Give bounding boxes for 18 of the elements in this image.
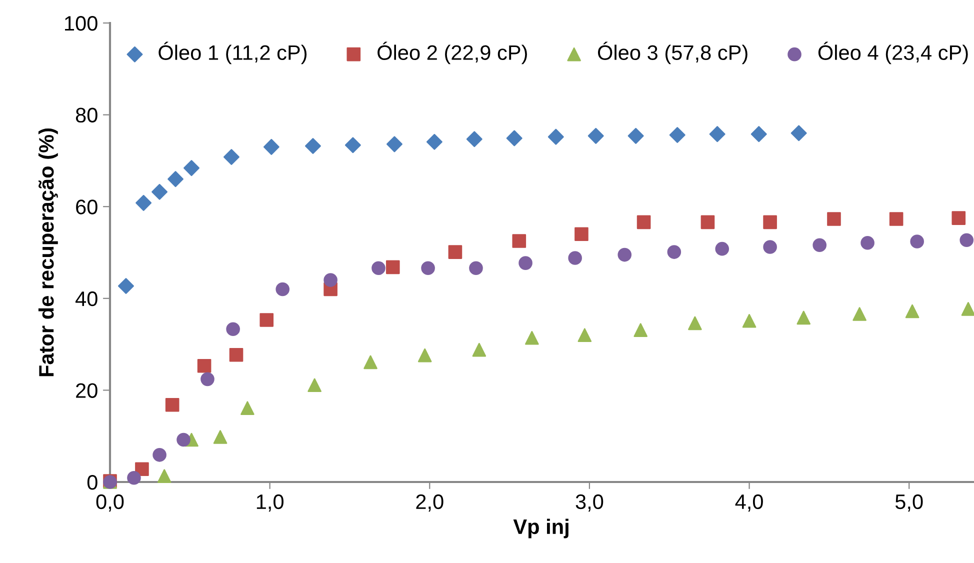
x-tick-label: 1,0 (256, 494, 284, 512)
y-axis-title: Fator de recuperação (%) (38, 128, 58, 376)
x-tick-label: 2,0 (416, 494, 444, 512)
y-tick-label: 80 (76, 108, 98, 123)
x-tick-label: 3,0 (576, 494, 604, 512)
y-tick-label: 100 (65, 16, 98, 31)
y-tick-label: 40 (76, 291, 98, 306)
legend-label: Óleo 3 (57,8 cP) (598, 42, 748, 64)
legend-label: Óleo 1 (11,2 cP) (158, 42, 307, 64)
y-tick-label: 20 (76, 383, 98, 398)
y-tick-label: 60 (76, 200, 98, 214)
legend-label: Óleo 2 (22,9 cP) (378, 42, 527, 64)
x-tick-label: 4,0 (735, 494, 763, 512)
legend-label: Óleo 4 (23,4 cP) (818, 42, 968, 64)
x-tick-label: 5,0 (895, 494, 923, 512)
y-tick-label: 0 (87, 475, 98, 490)
x-axis-title: Vp inj (513, 518, 568, 538)
x-tick-label: 0,0 (96, 494, 124, 512)
